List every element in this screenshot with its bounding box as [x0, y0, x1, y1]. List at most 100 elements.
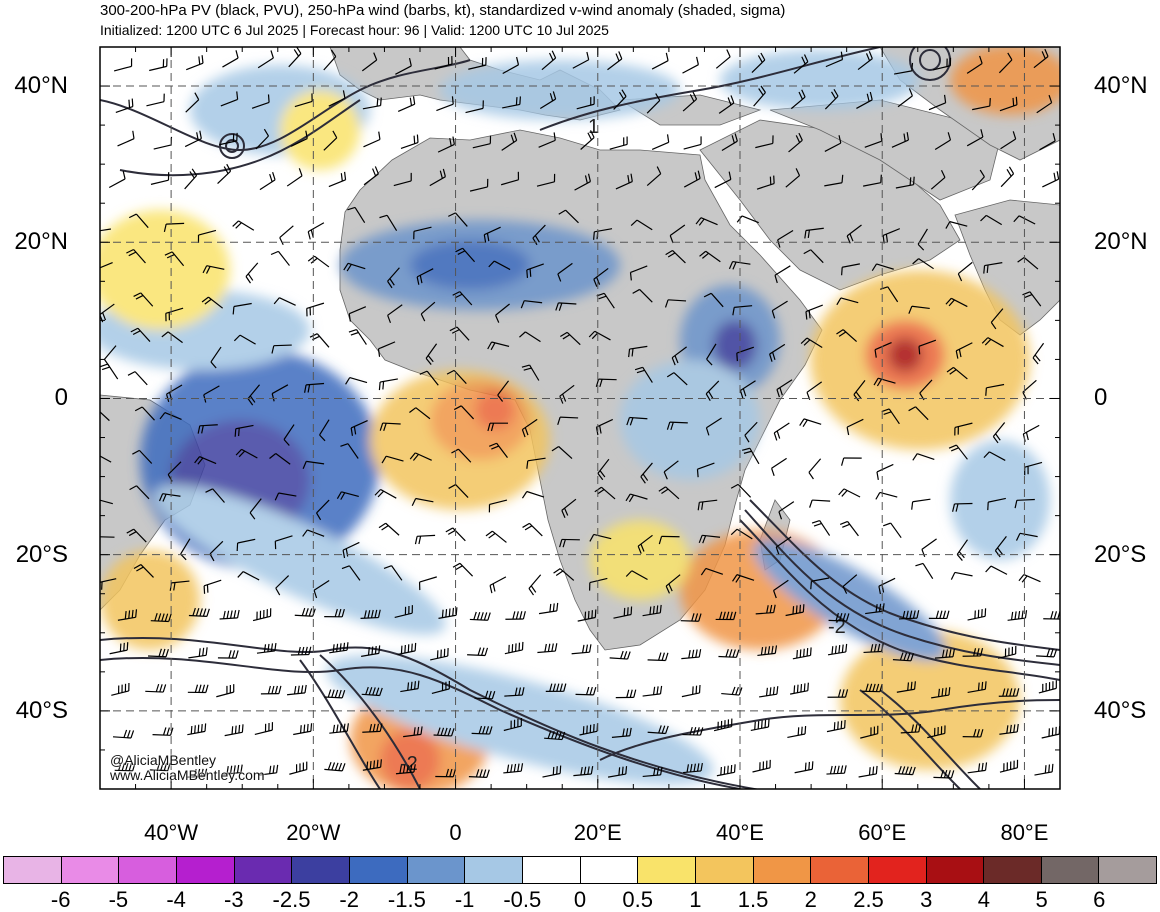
wind-barb — [700, 567, 724, 576]
wind-barb — [504, 641, 524, 655]
wind-barb — [383, 565, 403, 581]
wind-barb — [256, 642, 277, 654]
wind-barb — [363, 166, 379, 186]
wind-barbs — [100, 47, 1060, 779]
wind-barb — [528, 574, 542, 596]
wind-barb — [911, 498, 931, 510]
wind-barb — [436, 96, 454, 112]
wind-barb — [607, 51, 623, 71]
wind-barb — [642, 766, 663, 778]
wind-barb — [967, 681, 987, 694]
wind-barb — [646, 93, 661, 114]
wind-barb — [520, 300, 543, 309]
wind-barb — [647, 652, 669, 662]
wind-barb — [342, 541, 360, 559]
credit-website: www.AliciaMBentley.com — [110, 767, 265, 783]
wind-barb — [625, 570, 648, 581]
wind-barb — [409, 407, 431, 420]
wind-barb — [954, 422, 973, 436]
wind-barb — [934, 648, 956, 659]
wind-barb — [628, 345, 648, 358]
wind-barb — [630, 219, 653, 231]
wind-barb — [145, 683, 167, 693]
wind-barb — [452, 291, 473, 306]
wind-barb — [839, 520, 859, 537]
wind-barb — [934, 132, 952, 150]
wind-barb — [271, 384, 289, 402]
colorbar-swatch — [119, 857, 177, 883]
wind-barb — [379, 422, 401, 432]
wind-barb — [362, 723, 383, 733]
wind-barb — [345, 376, 368, 385]
wind-barb — [861, 683, 883, 693]
wind-barb — [362, 759, 382, 771]
wind-barb — [100, 411, 110, 422]
wind-barb — [350, 419, 368, 436]
wind-barb — [216, 684, 235, 698]
wind-barb — [437, 136, 455, 153]
wind-barb — [202, 265, 225, 274]
wind-barb — [532, 224, 546, 246]
wind-barb — [1039, 133, 1056, 151]
wind-barb — [258, 764, 279, 776]
wind-barb — [323, 49, 337, 71]
longitude-label: 20°E — [573, 820, 622, 845]
longitude-label: 40°W — [144, 820, 199, 845]
wind-barb — [329, 642, 349, 654]
wind-barb — [129, 485, 150, 500]
wind-barb — [651, 134, 670, 150]
wind-barb — [574, 173, 591, 191]
longitude-label: 40°E — [716, 820, 764, 845]
wind-barb — [705, 380, 720, 402]
wind-barb — [778, 501, 795, 520]
wind-barb — [589, 533, 612, 542]
wind-barb — [184, 130, 202, 148]
wind-barb — [718, 649, 740, 658]
wind-barb — [785, 604, 805, 617]
wind-barb — [526, 457, 546, 469]
wind-barb — [446, 369, 467, 385]
wind-barb — [539, 91, 557, 110]
wind-barb — [664, 299, 687, 308]
wind-barb — [149, 58, 168, 72]
wind-barb — [1036, 94, 1053, 114]
latitude-label-left: 20°N — [14, 228, 68, 256]
wind-barb — [468, 769, 490, 778]
wind-barb — [197, 424, 218, 434]
wind-barb — [998, 645, 1017, 659]
wind-barb — [519, 331, 541, 343]
wind-barb — [472, 135, 492, 149]
wind-barb — [874, 341, 892, 358]
wind-barb — [117, 609, 138, 621]
colorbar-swatch — [868, 857, 927, 883]
wind-barb — [378, 522, 400, 536]
wind-barb — [288, 47, 302, 68]
wind-barb — [363, 131, 381, 148]
colorbar-tick-label: -4 — [166, 887, 186, 912]
wind-barb — [430, 648, 449, 661]
wind-barb — [875, 491, 898, 500]
colorbar-swatch — [695, 857, 754, 883]
wind-barb — [775, 536, 792, 555]
wind-barb — [876, 463, 894, 480]
wind-barb — [414, 534, 436, 545]
wind-barb — [769, 343, 786, 362]
wind-barb — [1000, 131, 1017, 150]
colorbar-swatch — [984, 857, 1042, 883]
wind-barb — [589, 577, 608, 591]
wind-barb — [128, 213, 149, 229]
wind-barb — [403, 726, 423, 738]
wind-barb — [503, 718, 522, 732]
wind-barb — [521, 490, 545, 499]
wind-barb — [290, 130, 308, 147]
wind-barb — [348, 306, 367, 322]
wind-barb — [680, 613, 702, 622]
colorbar-tick-label: -1 — [454, 887, 475, 912]
wind-barb — [682, 56, 699, 74]
wind-barb — [895, 176, 915, 189]
wind-barb — [625, 493, 648, 503]
wind-barb — [495, 303, 510, 323]
wind-barb — [987, 497, 1006, 511]
wind-barb — [930, 170, 946, 190]
wind-barb — [290, 646, 312, 656]
